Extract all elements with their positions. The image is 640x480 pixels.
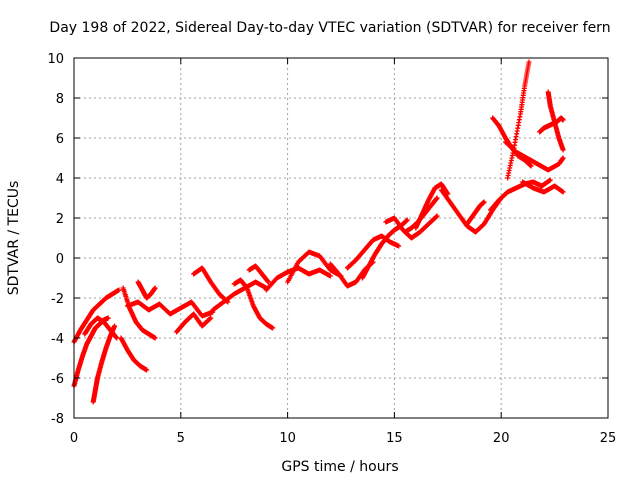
- x-tick-label: 5: [177, 431, 185, 446]
- data-point: [265, 279, 271, 285]
- data-point: [152, 285, 158, 291]
- x-tick-label: 0: [70, 431, 78, 446]
- y-tick-label: 10: [47, 52, 64, 67]
- plot-frame: [73, 57, 609, 419]
- y-tick-label: -4: [51, 332, 64, 347]
- x-tick-label: 15: [386, 431, 403, 446]
- data-point: [547, 177, 553, 183]
- data-point: [433, 214, 439, 220]
- data-point: [207, 316, 213, 322]
- axis-ticks: 0 5 10 15 20 25 -8 -6 -4 -2 0 2 4 6 8 10: [47, 52, 616, 446]
- data-point: [526, 59, 532, 65]
- data-point: [560, 117, 566, 123]
- y-tick-label: 0: [56, 252, 64, 267]
- x-axis-title: GPS time / hours: [281, 459, 398, 475]
- data-point: [560, 189, 566, 195]
- y-tick-label: 4: [56, 172, 64, 187]
- grid-lines: [74, 58, 608, 418]
- data-point: [396, 243, 402, 249]
- data-point: [112, 323, 118, 329]
- data-point: [144, 367, 150, 373]
- data-point: [560, 155, 566, 161]
- data-point: [481, 199, 487, 205]
- data-point: [404, 217, 410, 223]
- data-point: [152, 335, 158, 341]
- y-tick-label: -8: [51, 412, 64, 427]
- data-point: [116, 287, 122, 293]
- data-point: [434, 195, 440, 201]
- y-tick-label: -6: [51, 372, 64, 387]
- y-tick-label: 8: [56, 92, 64, 107]
- data-point: [270, 325, 276, 331]
- y-tick-label: 2: [56, 212, 64, 227]
- y-tick-label: -2: [51, 292, 64, 307]
- data-point: [560, 147, 566, 153]
- x-tick-label: 25: [600, 431, 617, 446]
- data-point: [434, 213, 440, 219]
- y-axis-title: SDTVAR / TECUs: [6, 181, 22, 296]
- data-point: [208, 315, 214, 321]
- data-point: [114, 335, 120, 341]
- data-point: [105, 315, 111, 321]
- chart-title: Day 198 of 2022, Sidereal Day-to-day VTE…: [49, 20, 610, 36]
- x-tick-label: 10: [279, 431, 296, 446]
- data-point: [327, 273, 333, 279]
- data-point: [528, 163, 534, 169]
- y-tick-label: 6: [56, 132, 64, 147]
- data-points: [71, 59, 566, 405]
- x-tick-label: 20: [493, 431, 510, 446]
